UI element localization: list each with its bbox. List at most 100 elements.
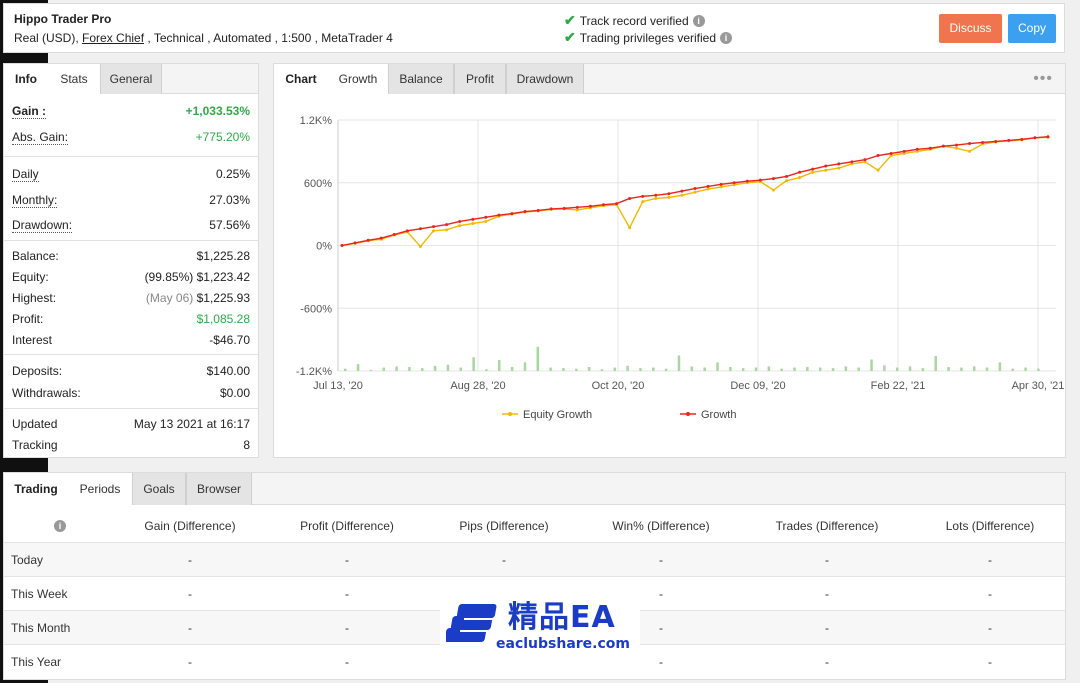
profit-label: Profit: xyxy=(12,312,44,326)
volume-bar xyxy=(459,367,463,371)
volume-bar xyxy=(960,367,963,371)
growth-point xyxy=(484,215,488,219)
equity-growth-point xyxy=(876,168,880,172)
tab-profit[interactable]: Profit xyxy=(454,64,506,94)
volume-bar xyxy=(831,368,835,371)
equity-growth-point xyxy=(915,149,919,153)
updated-value: May 13 2021 at 16:17 xyxy=(133,417,250,431)
volume-bar xyxy=(575,368,578,371)
growth-point xyxy=(824,164,828,168)
tab-periods[interactable]: Periods xyxy=(68,473,132,505)
tab-info[interactable]: Info xyxy=(4,64,48,94)
volume-bar xyxy=(1011,368,1014,371)
growth-point xyxy=(615,202,619,206)
column-profit: Profit (Difference) xyxy=(300,519,394,533)
broker-link[interactable]: Forex Chief xyxy=(82,31,145,45)
info-icon[interactable]: i xyxy=(692,14,705,27)
withdrawals-label: Withdrawals: xyxy=(12,386,81,400)
row-label: This Year xyxy=(11,655,62,669)
volume-bar xyxy=(972,366,976,371)
volume-bar xyxy=(818,367,822,371)
equity-growth-point xyxy=(837,166,841,170)
abs-gain-label: Abs. Gain: xyxy=(12,130,69,145)
equity-growth-point xyxy=(968,149,972,153)
equity-growth-point xyxy=(641,200,645,204)
tab-chart[interactable]: Chart xyxy=(274,64,328,94)
row-label: This Month xyxy=(11,621,71,635)
daily-row: Daily 0.25% xyxy=(12,165,250,185)
tab-drawdown[interactable]: Drawdown xyxy=(506,64,584,94)
monthly-row: Monthly: 27.03% xyxy=(12,191,250,211)
growth-point xyxy=(654,193,658,197)
growth-point xyxy=(811,167,815,171)
table-cell: - xyxy=(345,553,349,567)
table-cell: - xyxy=(659,655,663,669)
drawdown-label: Drawdown: xyxy=(12,218,73,233)
growth-point xyxy=(641,194,645,198)
growth-point xyxy=(366,238,370,242)
volume-bar xyxy=(536,346,540,371)
equity-row: Equity: (99.85%) $1,223.42 xyxy=(12,268,250,288)
row-label: Today xyxy=(11,553,44,567)
column-gain: Gain (Difference) xyxy=(144,519,236,533)
equity-growth-point xyxy=(798,176,802,180)
column-pips: Pips (Difference) xyxy=(459,519,549,533)
highest-value: (May 06) $1,225.93 xyxy=(146,291,250,305)
legend-label: Growth xyxy=(701,409,736,421)
legend-marker xyxy=(686,412,690,416)
volume-bar xyxy=(857,367,860,371)
chart-menu-icon[interactable]: ••• xyxy=(1033,70,1053,87)
tab-balance[interactable]: Balance xyxy=(388,64,454,94)
drawdown-row: Drawdown: 57.56% xyxy=(12,216,250,236)
interest-row: Interest -$46.70 xyxy=(12,331,250,351)
tab-stats[interactable]: Stats xyxy=(48,64,100,94)
highest-row: Highest: (May 06) $1,225.93 xyxy=(12,289,250,309)
tab-goals[interactable]: Goals xyxy=(132,473,186,505)
growth-point xyxy=(706,184,710,188)
growth-point xyxy=(340,244,344,247)
growth-point xyxy=(418,227,422,231)
tab-general[interactable]: General xyxy=(100,64,162,94)
table-cell: - xyxy=(988,621,992,635)
deposits-label: Deposits: xyxy=(12,364,63,378)
growth-point xyxy=(850,160,854,164)
table-cell: - xyxy=(988,553,992,567)
divider xyxy=(4,354,258,355)
equity-growth-point xyxy=(628,226,632,230)
growth-point xyxy=(954,143,958,147)
tab-growth[interactable]: Growth xyxy=(328,64,388,94)
equity-growth-point xyxy=(706,187,710,191)
volume-bar xyxy=(767,366,771,371)
volume-bar xyxy=(690,366,694,371)
discuss-button[interactable]: Discuss xyxy=(939,14,1002,43)
growth-point xyxy=(588,204,592,208)
volume-bar xyxy=(844,366,848,371)
trading-tabs: Trading Periods Goals Browser xyxy=(4,473,1065,505)
growth-point xyxy=(928,146,932,150)
equity-growth-point xyxy=(732,183,736,187)
interest-label: Interest xyxy=(12,333,53,347)
copy-button[interactable]: Copy xyxy=(1008,14,1056,43)
equity-growth-point xyxy=(667,195,671,199)
volume-bar xyxy=(741,368,745,371)
tab-browser[interactable]: Browser xyxy=(186,473,252,505)
growth-point xyxy=(1033,136,1037,140)
volume-bar xyxy=(883,365,886,371)
growth-point xyxy=(471,217,475,221)
gain-row: Gain : +1,033.53% xyxy=(12,102,250,122)
drawdown-value: 57.56% xyxy=(209,218,250,232)
growth-point xyxy=(562,206,566,210)
info-icon[interactable]: i xyxy=(720,31,733,44)
volume-bar xyxy=(806,366,809,371)
table-cell: - xyxy=(188,655,192,669)
volume-bar xyxy=(780,368,783,371)
info-icon[interactable]: i xyxy=(54,520,66,532)
equity-growth-point xyxy=(445,228,449,232)
growth-point xyxy=(941,144,945,148)
equity-growth-point xyxy=(418,245,422,249)
growth-point xyxy=(785,174,789,178)
tab-trading[interactable]: Trading xyxy=(4,473,68,505)
growth-point xyxy=(876,154,880,158)
volume-bar xyxy=(421,368,424,371)
volume-bar xyxy=(793,367,796,371)
